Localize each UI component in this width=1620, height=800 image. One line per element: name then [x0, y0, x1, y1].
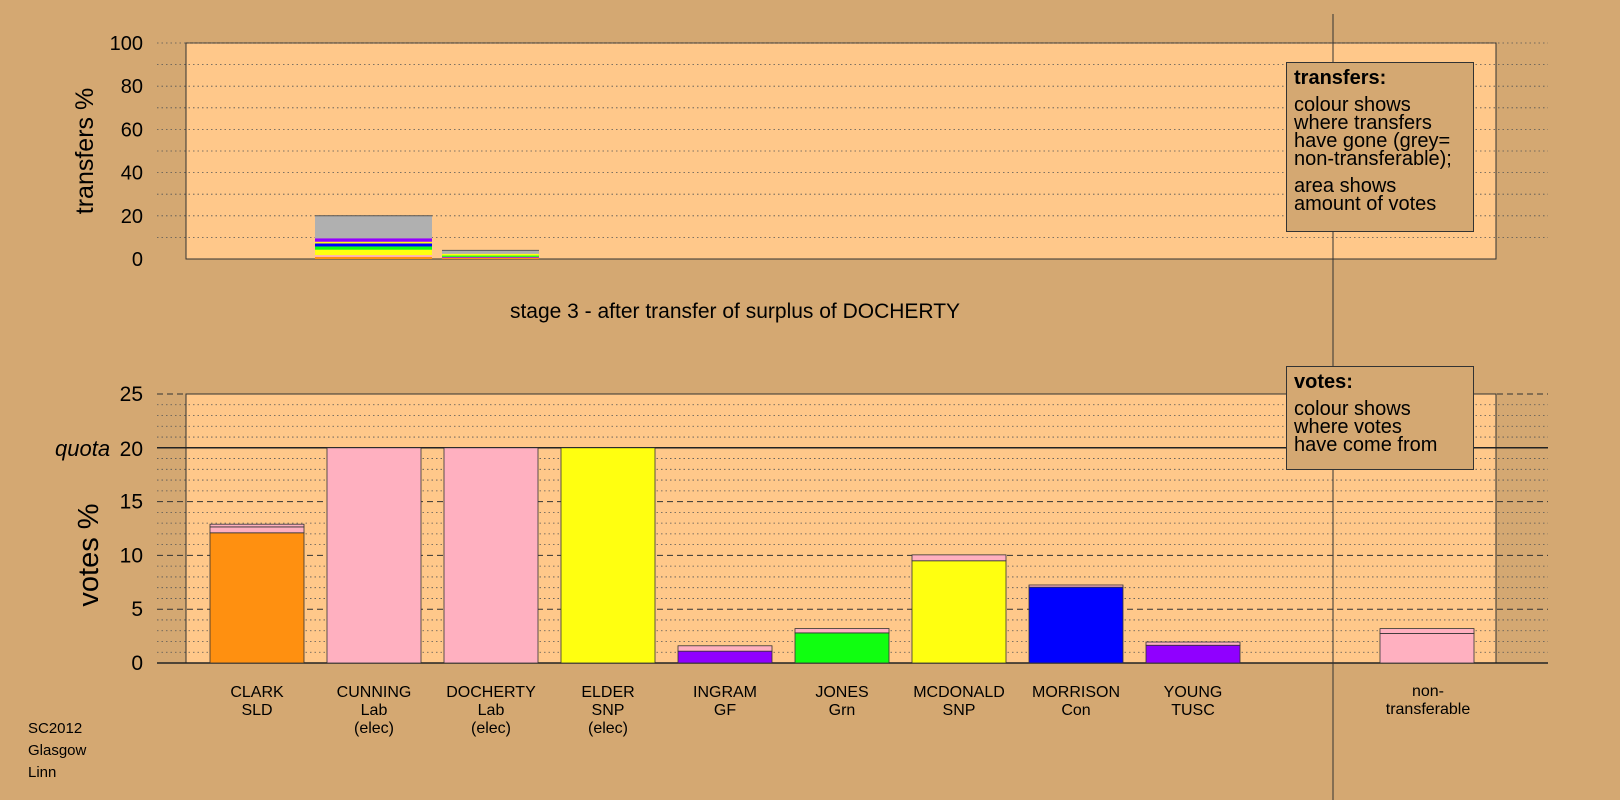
vote-segment: [1028, 584, 1124, 588]
candidate-party-label: SNP: [943, 702, 976, 719]
votes-legend-title: votes:: [1294, 371, 1353, 393]
candidate-name-label: JONES: [815, 684, 868, 701]
transfers-legend-line: non-transferable);: [1294, 148, 1452, 170]
footer-line: Glasgow: [28, 742, 87, 759]
votes-legend-line: colour shows: [1294, 398, 1411, 420]
candidate-name-label: MCDONALD: [913, 684, 1005, 701]
candidate-status-label: (elec): [354, 720, 394, 737]
y-tick-label: 40: [121, 163, 143, 185]
votes-legend-line: where votes: [1294, 416, 1402, 438]
candidate-name-label: CLARK: [230, 684, 284, 701]
y-tick-label: 100: [110, 33, 143, 55]
nontransferable-label: transferable: [1386, 701, 1471, 718]
transfers-legend-line: amount of votes: [1294, 193, 1437, 215]
candidate-party-label: Con: [1061, 702, 1090, 719]
transfer-segment: [315, 256, 432, 259]
transfers-legend-line: have gone (grey=: [1294, 130, 1451, 152]
footer-line: SC2012: [28, 720, 83, 737]
transfer-segment: [315, 243, 432, 247]
vote-segment: [443, 447, 539, 664]
quota-label: quota: [55, 436, 110, 461]
y-tick-label: 20: [120, 438, 143, 461]
y-tick-label: 10: [120, 544, 143, 567]
votes-legend: votes: colour shows where votes have com…: [1286, 366, 1474, 470]
transfer-segment: [442, 256, 539, 258]
nontransferable-label: non-: [1412, 683, 1444, 700]
candidate-status-label: (elec): [588, 720, 628, 737]
vote-segment: [794, 632, 890, 664]
candidate-party-label: SLD: [241, 702, 272, 719]
transfer-segment: [315, 246, 432, 250]
candidate-name-label: DOCHERTY: [446, 684, 536, 701]
vote-segment: [560, 447, 656, 664]
candidate-party-label: Lab: [361, 702, 388, 719]
transfer-segment: [315, 249, 432, 256]
vote-segment: [1145, 641, 1241, 646]
y-tick-label: 60: [121, 119, 143, 141]
y-tick-label: 80: [121, 76, 143, 98]
candidate-party-label: GF: [714, 702, 736, 719]
candidate-name-label: INGRAM: [693, 684, 757, 701]
candidate-party-label: TUSC: [1171, 702, 1215, 719]
transfer-segment: [442, 253, 539, 256]
transfer-segment: [315, 215, 432, 239]
candidate-name-label: YOUNG: [1164, 684, 1223, 701]
y-tick-label: 0: [131, 652, 143, 675]
y-tick-label: 15: [120, 491, 143, 514]
y-tick-label: 25: [120, 383, 143, 406]
transfers-legend-line: where transfers: [1294, 112, 1432, 134]
transfers-legend-line: area shows: [1294, 175, 1397, 197]
transfer-segment: [315, 238, 432, 242]
candidate-party-label: Lab: [478, 702, 505, 719]
y-tick-label: 20: [121, 206, 143, 228]
vote-segment: [209, 523, 305, 528]
y-axis-label: transfers %: [71, 88, 99, 214]
vote-segment: [911, 554, 1007, 562]
vote-segment: [1379, 628, 1475, 634]
y-tick-label: 0: [132, 249, 143, 271]
footer-line: Linn: [28, 764, 57, 781]
vote-segment: [326, 447, 422, 664]
transfers-legend: transfers: colour shows where transfers …: [1286, 62, 1474, 232]
vote-segment: [1379, 633, 1475, 664]
candidate-status-label: (elec): [471, 720, 511, 737]
candidate-party-label: SNP: [592, 702, 625, 719]
vote-segment: [1028, 586, 1124, 664]
transfers-legend-line: colour shows: [1294, 94, 1411, 116]
vote-segment: [209, 532, 305, 664]
vote-segment: [209, 526, 305, 534]
transfer-segment: [442, 255, 539, 257]
transfer-segment: [442, 257, 539, 259]
vote-segment: [1145, 644, 1241, 664]
transfer-segment: [315, 241, 432, 244]
y-tick-label: 5: [131, 598, 143, 621]
vote-segment: [911, 560, 1007, 664]
candidate-party-label: Grn: [829, 702, 856, 719]
vote-segment: [677, 650, 773, 664]
candidate-name-label: MORRISON: [1032, 684, 1120, 701]
y-axis-label: votes %: [73, 503, 105, 606]
stage-caption: stage 3 - after transfer of surplus of D…: [510, 300, 960, 323]
candidate-name-label: ELDER: [581, 684, 634, 701]
footer-label: SC2012 Glasgow Linn: [28, 718, 86, 784]
vote-segment: [677, 645, 773, 652]
candidate-name-label: CUNNING: [337, 684, 412, 701]
votes-legend-line: have come from: [1294, 434, 1438, 456]
vote-segment: [794, 628, 890, 634]
transfer-segment: [315, 255, 432, 257]
transfer-segment: [442, 250, 539, 254]
transfers-legend-title: transfers:: [1294, 67, 1387, 89]
